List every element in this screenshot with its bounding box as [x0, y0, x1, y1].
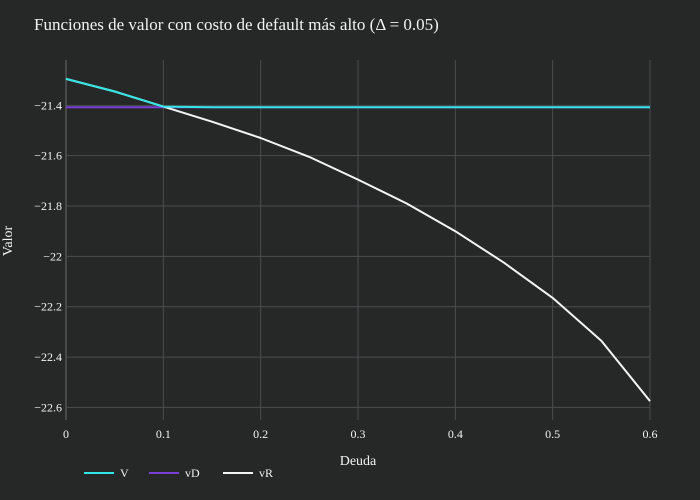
x-tick-label: 0.1 [156, 427, 171, 441]
series-line-V [65, 77, 650, 109]
legend-label: vD [185, 466, 200, 480]
y-tick-label: −21.8 [34, 199, 62, 213]
legend-item-V[interactable]: V [84, 466, 129, 480]
legend-label: vR [259, 466, 273, 480]
y-tick-label: −21.4 [34, 98, 62, 112]
y-tick-label: −22.2 [34, 300, 62, 314]
x-tick-label: 0.6 [643, 427, 658, 441]
x-tick-label: 0.3 [351, 427, 366, 441]
y-tick-label: −22 [43, 249, 62, 263]
y-tick-label: −21.6 [34, 149, 62, 163]
grid [65, 60, 651, 420]
x-tick-label: 0.5 [545, 427, 560, 441]
x-tick-label: 0.4 [448, 427, 463, 441]
chart-title: Funciones de valor con costo de default … [34, 15, 439, 34]
x-axis-label: Deuda [340, 454, 377, 469]
x-axis: 0 0.1 0.2 0.3 0.4 0.5 0.6 [63, 427, 658, 441]
x-tick-label: 0 [63, 427, 69, 441]
plot-area [65, 77, 651, 402]
x-tick-label: 0.2 [253, 427, 268, 441]
legend-item-vR[interactable]: vR [223, 466, 273, 480]
y-tick-label: −22.6 [34, 400, 62, 414]
y-axis: −21.4 −21.6 −21.8 −22 −22.2 −22.4 −22.6 [34, 98, 62, 414]
legend-label: V [120, 466, 129, 480]
y-axis-label: Valor [1, 226, 16, 257]
y-tick-label: −22.4 [34, 350, 62, 364]
legend-item-vD[interactable]: vD [149, 466, 200, 480]
